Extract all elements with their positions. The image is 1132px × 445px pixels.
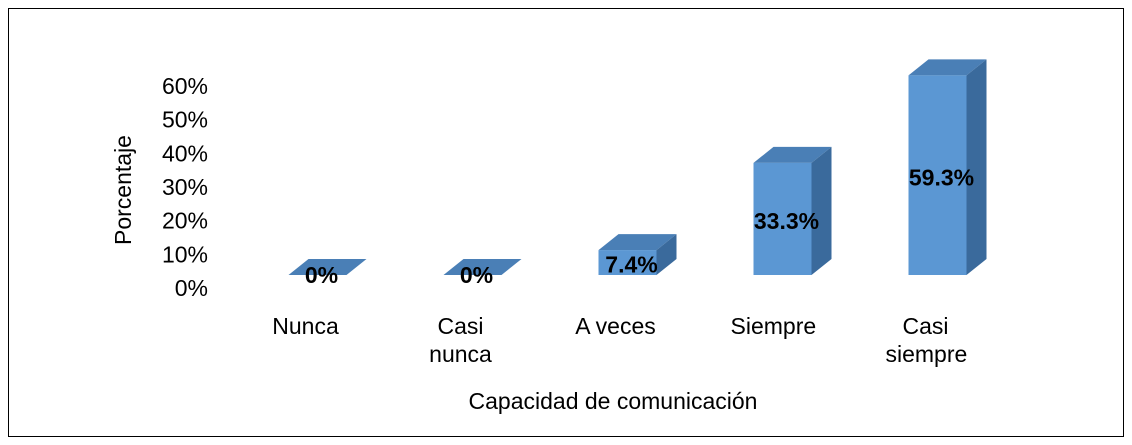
bar-top: [443, 259, 522, 275]
data-label: 0%: [305, 262, 338, 288]
x-tick-label: Siempre: [730, 313, 817, 339]
bar-top: [753, 146, 832, 163]
y-tick-label: 20%: [162, 208, 208, 234]
y-tick-label: 30%: [162, 174, 208, 200]
x-tick-label: Casi nunca: [429, 313, 492, 367]
bar-side: [656, 234, 677, 275]
y-tick-label: 0%: [175, 275, 208, 301]
bar-side: [811, 146, 832, 275]
x-tick-label: Nunca: [272, 313, 339, 339]
data-label: 33.3%: [754, 208, 819, 234]
y-axis-title: Porcentaje: [110, 135, 136, 245]
x-tick-label: Casi siempre: [885, 313, 968, 367]
data-label: 0%: [460, 262, 493, 288]
y-tick-label: 50%: [162, 107, 208, 133]
x-tick-label: A veces: [575, 313, 656, 339]
bar: [598, 250, 657, 275]
data-label: 7.4%: [605, 252, 657, 278]
bar-top: [288, 259, 367, 275]
bar-top: [598, 234, 677, 251]
bar: [753, 162, 812, 275]
y-tick-label: 40%: [162, 140, 208, 166]
bar: [908, 75, 967, 276]
bar-side: [966, 59, 987, 276]
x-axis-title: Capacidad de comunicación: [469, 388, 758, 414]
data-label: 59.3%: [909, 164, 974, 190]
y-tick-label: 10%: [162, 241, 208, 267]
y-tick-label: 60%: [162, 73, 208, 99]
bar-top: [908, 59, 987, 76]
